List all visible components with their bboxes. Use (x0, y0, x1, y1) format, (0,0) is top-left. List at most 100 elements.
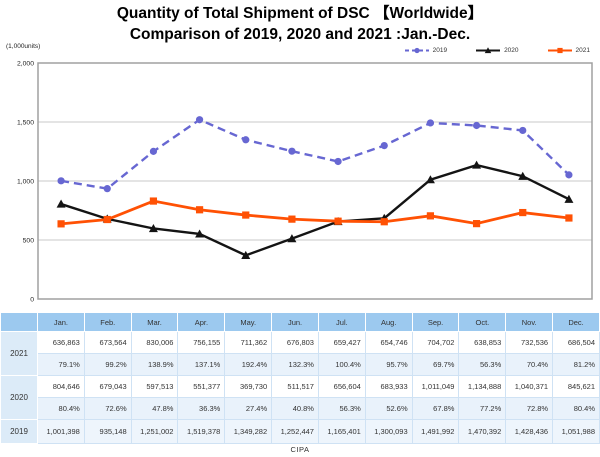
year-label-2021: 2021 (0, 331, 38, 376)
marker-triangle-2020 (148, 223, 158, 233)
month-header: Mar. (130, 312, 179, 332)
value-cell: 704,702 (411, 331, 460, 354)
marker-square-2021 (556, 47, 563, 54)
legend-label-2019: 2019 (432, 47, 448, 54)
legend-label-2021: 2021 (575, 47, 590, 54)
marker-circle-2019 (288, 147, 296, 155)
value-cell: 1,165,401 (317, 419, 366, 444)
percent-cell: 36.3% (177, 397, 226, 420)
percent-cell: 69.7% (411, 353, 460, 376)
value-cell: 1,428,436 (505, 419, 554, 444)
value-cell: 1,051,988 (552, 419, 600, 444)
percent-cell: 52.6% (364, 397, 413, 420)
marker-triangle-2020 (287, 234, 297, 243)
month-header: Aug. (364, 312, 413, 332)
value-cell: 1,011,049 (411, 375, 460, 398)
value-cell: 683,933 (364, 375, 413, 398)
value-cell: 1,252,447 (271, 419, 319, 444)
percent-cell: 100.4% (317, 353, 366, 376)
month-header: Sep. (411, 312, 460, 332)
year-label-2020: 2020 (0, 375, 38, 420)
marker-triangle-2020 (484, 47, 492, 54)
percent-cell: 72.6% (83, 397, 132, 420)
value-cell: 830,006 (130, 331, 179, 354)
value-cell: 656,604 (317, 375, 366, 398)
y-tick-label: 1,000 (17, 178, 34, 185)
marker-circle-2019 (519, 126, 527, 135)
value-cell: 676,803 (271, 331, 319, 354)
percent-cell: 132.3% (271, 353, 319, 376)
value-cell: 845,621 (552, 375, 600, 398)
marker-square-2021 (380, 218, 388, 226)
marker-square-2021 (242, 211, 250, 219)
percent-cell: 192.4% (224, 353, 273, 376)
month-header: Apr. (177, 312, 226, 332)
value-cell: 1,491,992 (411, 419, 460, 444)
marker-circle-2019 (426, 119, 435, 127)
percent-cell: 81.2% (552, 353, 600, 376)
chart-svg: 2,000 1,500 1,000 500 0 (17, 60, 593, 303)
value-cell: 732,536 (505, 331, 554, 354)
value-cell: 804,646 (37, 375, 85, 398)
series-line-2021 (60, 199, 570, 226)
marker-triangle-2020 (56, 199, 66, 208)
value-cell: 636,863 (37, 331, 85, 354)
table-row-2021-values: 2021 636,863 673,564 830,006 756,155 711,362 6… (0, 331, 600, 376)
percent-cell: 80.4% (552, 397, 600, 420)
marker-triangle-2020 (241, 250, 251, 259)
percent-cell: 56.3% (458, 353, 507, 376)
marker-square-2021 (426, 212, 435, 220)
legend-item-2020: 2020 (475, 46, 519, 55)
chart-title-line2: Comparison of 2019, 2020 and 2021 :Jan.-… (129, 26, 471, 43)
legend-item-2021: 2021 (547, 46, 590, 55)
percent-cell: 138.9% (130, 353, 179, 376)
legend-sample-2021 (547, 47, 572, 54)
chart-legend: 2019 2020 2021 (404, 46, 590, 55)
month-header: May. (224, 312, 273, 332)
chart-title-line1: Quantity of Total Shipment of DSC 【World… (116, 5, 484, 22)
percent-cell: 27.4% (224, 397, 273, 420)
chart-title: Quantity of Total Shipment of DSC 【World… (0, 3, 600, 45)
percent-cell: 80.4% (37, 397, 85, 420)
value-cell: 673,564 (83, 331, 132, 354)
marker-circle-2019 (565, 171, 573, 179)
value-cell: 369,730 (224, 375, 273, 398)
month-header: Feb. (83, 312, 132, 332)
value-cell: 1,349,282 (224, 419, 273, 444)
source-label: CIPA (290, 445, 310, 454)
marker-square-2021 (288, 215, 296, 223)
marker-circle-2019 (472, 121, 481, 130)
table-header-row: Jan. Feb. Mar. Apr. May. Jun. Jul. Aug. Sep. Oct.… (0, 312, 600, 332)
data-table-wrap: Jan. Feb. Mar. Apr. May. Jun. Jul. Aug. Sep. Oct.… (0, 312, 600, 444)
value-cell: 1,251,002 (130, 419, 179, 444)
table-row-2019-values: 2019 1,001,398 935,148 1,251,002 1,519,378 1,… (0, 419, 600, 444)
series-line-2020 (60, 163, 570, 257)
month-header: Dec. (552, 312, 600, 332)
value-cell: 638,853 (458, 331, 507, 354)
marker-circle-2019 (413, 47, 420, 54)
value-cell: 1,040,371 (505, 375, 554, 398)
value-cell: 711,362 (224, 331, 273, 354)
y-axis-unit-label: (1,000units) (6, 43, 41, 50)
table-row-2020-percents: 80.4% 72.6% 47.8% 36.3% 27.4% 40.8% 56.3% 52.6%… (1, 397, 600, 420)
marker-circle-2019 (334, 157, 342, 166)
year-label-2019: 2019 (0, 419, 38, 444)
y-tick-label: 1,500 (17, 119, 34, 126)
table-row-2020-values: 2020 804,646 679,043 597,513 551,377 369,730 5… (0, 375, 600, 420)
y-tick-label: 0 (30, 296, 34, 303)
percent-cell: 79.1% (37, 353, 85, 376)
marker-square-2021 (519, 208, 527, 217)
value-cell: 679,043 (83, 375, 132, 398)
legend-sample-2019 (404, 47, 429, 54)
value-cell: 1,470,392 (458, 419, 507, 444)
marker-triangle-2020 (472, 160, 482, 169)
month-header: Jul. (317, 312, 366, 332)
marker-triangle-2020 (195, 229, 205, 238)
month-header: Nov. (505, 312, 554, 332)
series-line-2019 (60, 118, 570, 190)
marker-square-2021 (334, 217, 342, 225)
percent-cell: 67.8% (411, 397, 460, 420)
plot-frame (37, 62, 593, 300)
value-cell: 659,427 (317, 331, 366, 354)
table-row-2021-percents: 79.1% 99.2% 138.9% 137.1% 192.4% 132.3% 100.4%… (1, 353, 600, 376)
